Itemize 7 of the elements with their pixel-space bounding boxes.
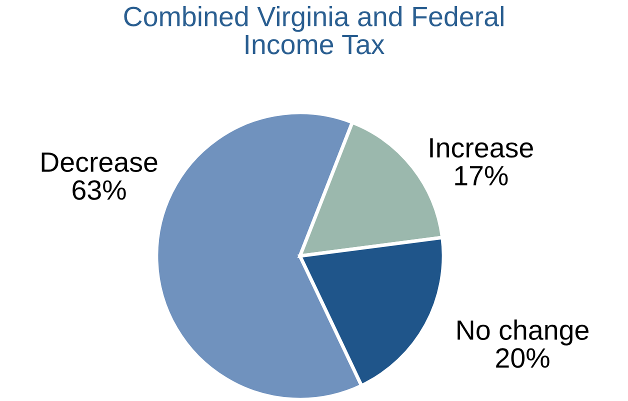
slice-label: No change (458, 320, 588, 346)
slice-label: Increase (430, 138, 533, 158)
data-label: 63% (72, 180, 126, 200)
chart-title: Combined Virginia and Federal Income Tax (124, 6, 504, 54)
data-label: 20% (496, 348, 550, 368)
slice-label: Decrease (42, 152, 158, 172)
data-label: 17% (455, 166, 508, 186)
